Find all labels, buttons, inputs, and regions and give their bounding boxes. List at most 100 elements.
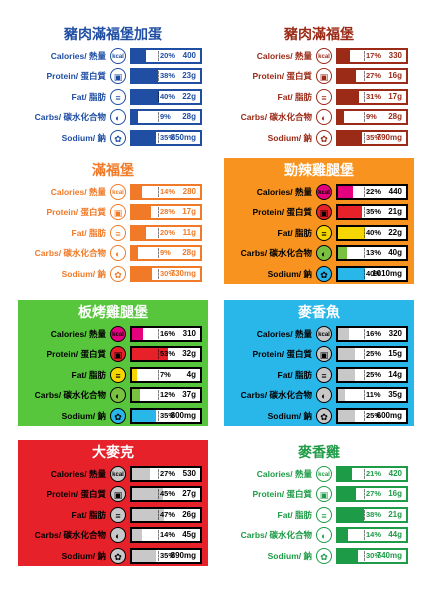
- nutrient-label: Calories/ 熱量: [256, 187, 312, 197]
- nutrient-bar: 31% 17g: [336, 88, 408, 105]
- bar-fill: [132, 186, 142, 198]
- percent-value: 30%: [366, 550, 382, 560]
- percent-value: 35%: [160, 550, 176, 560]
- percent-value: 13%: [366, 248, 382, 258]
- nutrient-label: Sodium/ 鈉: [267, 268, 312, 279]
- percent-value: 30%: [160, 268, 176, 278]
- nutrient-label: Sodium/ 鈉: [267, 550, 312, 561]
- bar-divider: [364, 248, 365, 259]
- card-title: 麥香魚: [298, 304, 340, 320]
- nutrient-row-carbs: Carbs/ 碳水化合物 ◐ 14% 45g: [22, 525, 204, 545]
- bar-divider: [364, 410, 365, 421]
- card-title: 豬肉滿福堡: [284, 26, 354, 42]
- nutrient-label: Protein/ 蛋白質: [46, 489, 106, 500]
- fat-icon: ≡: [316, 506, 332, 523]
- percent-value: 25%: [366, 369, 382, 379]
- percent-value: 25%: [366, 349, 382, 359]
- bar-fill: [338, 508, 364, 521]
- nutrient-row-calories: Calories/ 熱量 kcal 16% 320: [228, 324, 410, 344]
- nutrient-row-carbs: Carbs/ 碳水化合物 ◐ 12% 37g: [22, 385, 204, 405]
- percent-value: 20%: [160, 51, 176, 60]
- percent-value: 16%: [160, 329, 176, 338]
- carbs-icon: ◐: [110, 527, 126, 544]
- bar-divider: [364, 489, 365, 500]
- bar-divider: [364, 509, 365, 520]
- bar-divider: [364, 227, 365, 238]
- nutrient-row-protein: Protein/ 蛋白質 ▣ 38% 23g: [22, 66, 204, 86]
- kcal-icon: kcal: [110, 48, 126, 64]
- nutrient-bar: 30% 740mg: [336, 547, 408, 564]
- amount-value: 32g: [182, 349, 196, 359]
- nutrient-row-protein: Protein/ 蛋白質 ▣ 53% 32g: [22, 344, 204, 364]
- bar-fill: [338, 206, 362, 219]
- nutrient-bar: 13% 40g: [336, 245, 408, 262]
- percent-value: 35%: [160, 132, 176, 142]
- carbs-icon: ◐: [110, 245, 126, 262]
- nutrient-bar: 25% 600mg: [336, 407, 408, 424]
- nutrient-bar: 22% 440: [336, 184, 408, 200]
- amount-value: 850mg: [170, 132, 196, 142]
- nutrient-label: Fat/ 脂肪: [277, 227, 312, 238]
- percent-value: 14%: [366, 530, 382, 540]
- bar-fill: [338, 409, 355, 422]
- bar-divider: [364, 187, 365, 197]
- nutrient-bar: 35% 890mg: [130, 547, 202, 564]
- amount-value: 16g: [388, 489, 402, 499]
- nutrient-row-carbs: Carbs/ 碳水化合物 ◐ 9% 28g: [22, 243, 204, 263]
- bar-divider: [158, 550, 159, 561]
- percent-value: 28%: [160, 207, 176, 217]
- bar-divider: [158, 207, 159, 218]
- bar-divider: [158, 349, 159, 360]
- amount-value: 890mg: [170, 550, 196, 560]
- bar-fill: [132, 348, 169, 361]
- nutrient-bar: 16% 320: [336, 326, 408, 342]
- bar-fill: [338, 90, 360, 103]
- percent-value: 38%: [160, 71, 176, 81]
- bar-fill: [132, 131, 156, 144]
- nutrient-label: Carbs/ 碳水化合物: [34, 112, 106, 123]
- nutrient-row-sodium: Sodium/ 鈉 ✿ 35% 850mg: [22, 128, 204, 148]
- nutrient-row-sodium: Sodium/ 鈉 ✿ 25% 600mg: [228, 406, 410, 426]
- amount-value: 27g: [182, 489, 196, 499]
- nutrient-bar: 35% 790mg: [336, 129, 408, 146]
- protein-icon: ▣: [110, 68, 126, 85]
- nutrient-bar: 9% 28g: [130, 245, 202, 262]
- nutrient-label: Carbs/ 碳水化合物: [240, 112, 312, 123]
- card-title: 大麥克: [92, 444, 134, 460]
- nutrient-label: Carbs/ 碳水化合物: [34, 530, 106, 541]
- nutrient-label: Calories/ 熱量: [50, 329, 106, 339]
- nutrient-bar: 20% 400: [130, 48, 202, 64]
- nutrient-label: Sodium/ 鈉: [61, 550, 106, 561]
- nutrient-row-calories: Calories/ 熱量 kcal 20% 400: [22, 46, 204, 66]
- bar-divider: [158, 329, 159, 339]
- percent-value: 21%: [366, 469, 382, 478]
- nutrient-bar: 14% 280: [130, 184, 202, 200]
- nutrient-row-sodium: Sodium/ 鈉 ✿ 35% 890mg: [22, 546, 204, 566]
- nutrient-row-fat: Fat/ 脂肪 ≡ 25% 14g: [228, 365, 410, 385]
- protein-icon: ▣: [316, 68, 332, 85]
- nutrient-bar: 25% 15g: [336, 346, 408, 363]
- bar-divider: [364, 469, 365, 479]
- kcal-icon: kcal: [110, 326, 126, 342]
- amount-value: 17g: [388, 91, 402, 101]
- kcal-icon: kcal: [316, 466, 332, 482]
- card-title: 滿福堡: [92, 162, 134, 178]
- nutrient-bar: 27% 530: [130, 466, 202, 482]
- bar-divider: [364, 349, 365, 360]
- percent-value: 9%: [366, 112, 377, 122]
- nutrient-label: Calories/ 熱量: [256, 51, 312, 61]
- bar-fill: [132, 70, 158, 83]
- percent-value: 27%: [366, 489, 382, 499]
- nutrition-card: 麥香雞 Calories/ 熱量 kcal 21% 420 Protein/ 蛋白質 ▣ 27…: [224, 440, 414, 566]
- percent-value: 9%: [160, 112, 171, 122]
- nutrient-bar: 14% 44g: [336, 527, 408, 544]
- bar-divider: [158, 227, 159, 238]
- nutrient-label: Protein/ 蛋白質: [46, 349, 106, 360]
- nutrition-card: 豬肉滿福堡 Calories/ 熱量 kcal 17% 330 Protein/ 蛋白質 ▣…: [224, 22, 414, 148]
- nutrient-label: Carbs/ 碳水化合物: [34, 248, 106, 259]
- kcal-icon: kcal: [316, 326, 332, 342]
- bar-fill: [338, 529, 348, 542]
- bar-divider: [364, 91, 365, 102]
- percent-value: 35%: [366, 207, 382, 217]
- nutrient-label: Sodium/ 鈉: [61, 410, 106, 421]
